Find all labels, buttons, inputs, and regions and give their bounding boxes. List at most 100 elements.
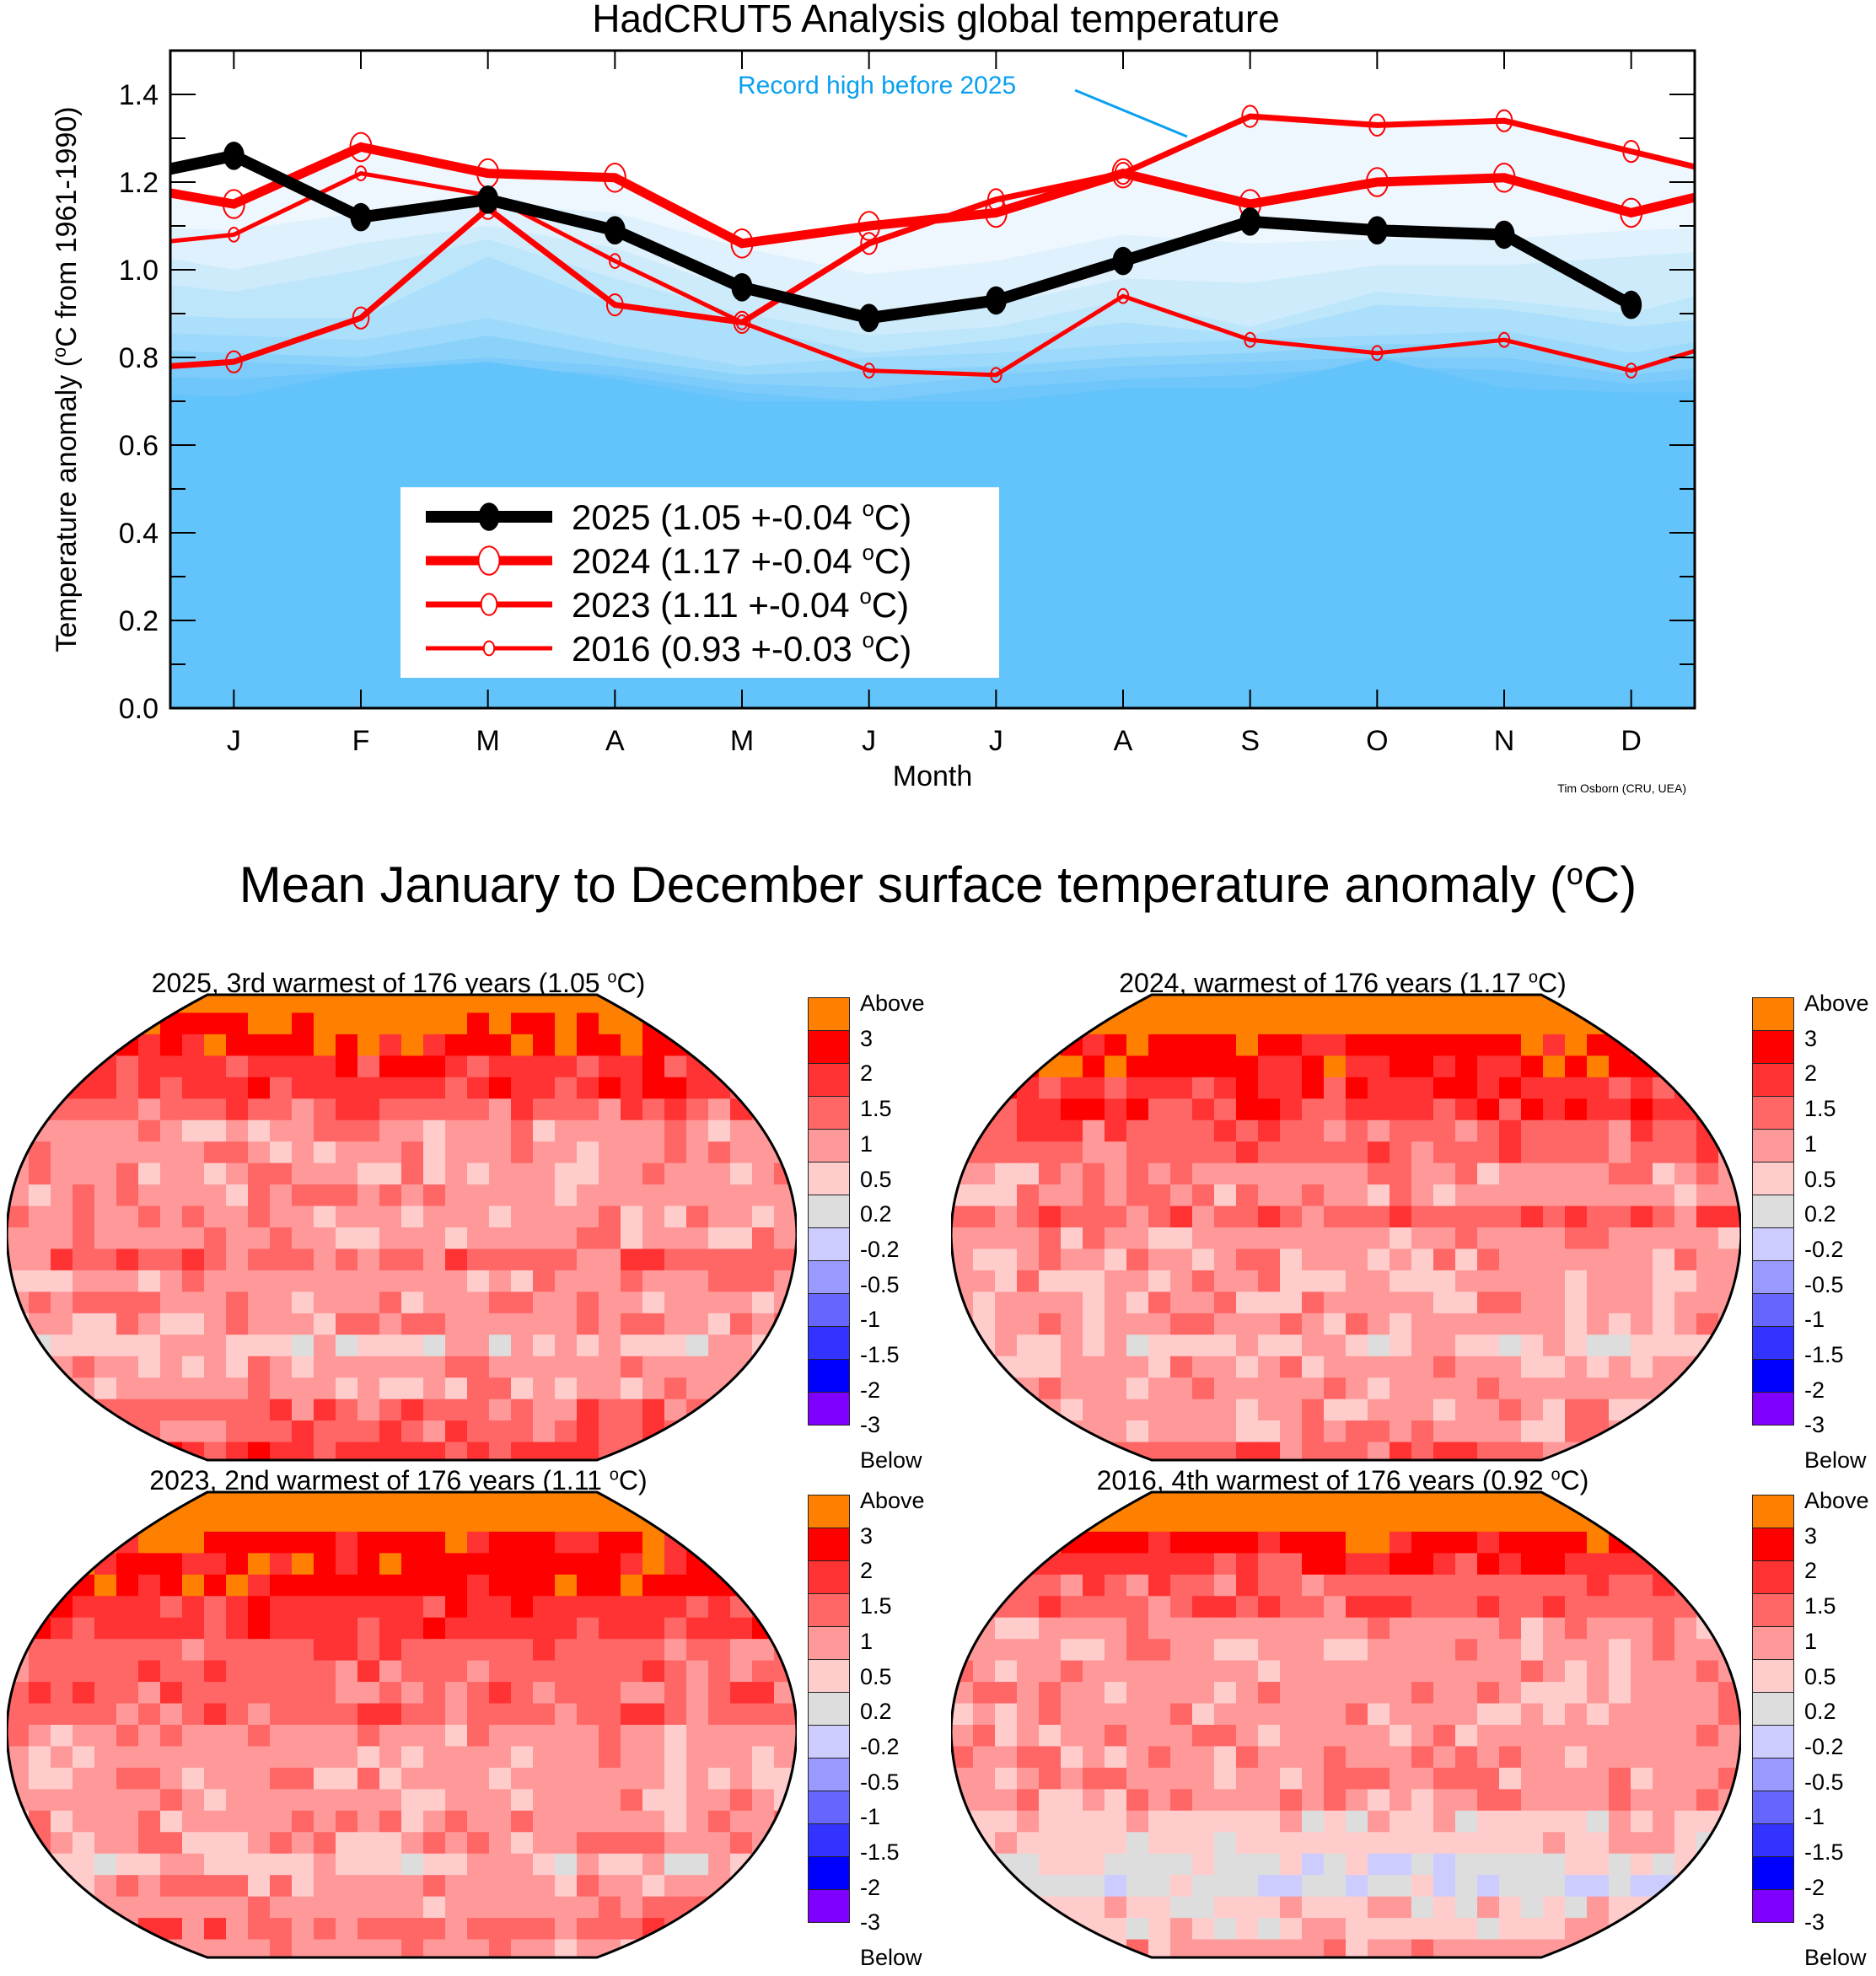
map-grid-cell — [29, 1184, 51, 1207]
map-grid-cell — [1587, 1789, 1610, 1812]
map-grid-cell — [1280, 1810, 1303, 1833]
map-grid-cell — [1346, 1531, 1368, 1554]
map-grid-cell — [951, 1918, 974, 1941]
map-grid-cell — [796, 1291, 797, 1314]
colorbar-label: -1.5 — [860, 1839, 900, 1866]
map-grid-cell — [511, 1034, 534, 1056]
map-grid-cell — [226, 1141, 249, 1164]
map-grid-cell — [1126, 1227, 1149, 1249]
map-grid-cell — [1302, 1399, 1325, 1421]
map-grid-cell — [1017, 1356, 1040, 1378]
map-grid-cell — [1433, 1531, 1456, 1554]
map-grid-cell — [1477, 1725, 1500, 1747]
map-grid-cell — [445, 1313, 468, 1335]
map-grid-cell — [1674, 1896, 1697, 1919]
map-grid-cell — [1653, 1163, 1675, 1185]
map-grid-cell — [511, 1270, 534, 1292]
map-grid-cell — [1280, 1746, 1303, 1769]
map-grid-cell — [1455, 1660, 1478, 1683]
map-grid-cell — [1499, 1248, 1522, 1271]
map-grid-cell — [796, 1767, 797, 1790]
map-grid-cell — [270, 1682, 293, 1705]
map-grid-cell — [401, 1703, 424, 1726]
map-grid-cell — [1740, 1442, 1741, 1460]
map-grid-cell — [1455, 1399, 1478, 1421]
x-tick-label: J — [227, 725, 241, 757]
map-grid-cell — [1017, 1227, 1040, 1249]
map-grid-cell — [1236, 1596, 1259, 1619]
map-grid-cell — [1170, 1789, 1193, 1812]
map-grid-cell — [1411, 1574, 1434, 1597]
y-tick-label: 0.6 — [119, 430, 159, 462]
map-grid-cell — [1280, 1725, 1303, 1747]
map-grid-cell — [467, 1617, 490, 1640]
map-grid-cell — [1653, 1313, 1675, 1335]
map-grid-cell — [116, 1141, 139, 1164]
map-grid-cell — [1696, 1077, 1719, 1099]
map-grid-cell — [116, 1853, 139, 1876]
map-grid-cell — [1105, 1853, 1127, 1876]
map-grid-cell — [314, 1617, 336, 1640]
map-grid-cell — [116, 1205, 139, 1228]
x-tick-label: N — [1494, 725, 1515, 757]
map-grid-cell — [1609, 1810, 1631, 1833]
map-grid-cell — [292, 1939, 314, 1957]
map-grid-cell — [1521, 1617, 1544, 1640]
map-grid-cell — [204, 1725, 227, 1747]
map-grid-cell — [51, 1055, 73, 1078]
map-grid-cell — [1390, 1334, 1412, 1357]
map-grid-cell — [1390, 1098, 1412, 1121]
map-grid-cell — [204, 995, 227, 1013]
map-grid-cell — [642, 1767, 665, 1790]
map-grid-cell — [642, 1660, 665, 1683]
map-grid-cell — [138, 1492, 161, 1511]
map-grid-cell — [467, 1248, 490, 1271]
map-grid-cell — [270, 1703, 293, 1726]
map-grid-cell — [467, 1377, 490, 1400]
map-grid-cell — [621, 1746, 643, 1769]
map-grid-cell — [292, 1291, 314, 1314]
map-grid-cell — [1499, 1639, 1522, 1662]
map-grid-cell — [182, 1420, 205, 1443]
map-grid-cell — [1214, 1377, 1237, 1400]
map-grid-cell — [1105, 1227, 1127, 1249]
colorbar — [1752, 1495, 1794, 1923]
map-grid-cell — [1236, 1918, 1259, 1941]
y-tick-label: 0.2 — [119, 605, 159, 637]
map-grid-cell — [1565, 1270, 1588, 1292]
map-grid-cell — [160, 1682, 183, 1705]
map-grid-cell — [489, 1313, 512, 1335]
map-grid-cell — [686, 1227, 709, 1249]
map-subtitle: 2024, warmest of 176 years (1.17 oC) — [1119, 968, 1567, 998]
map-grid-cell — [1236, 1270, 1259, 1292]
map-grid-cell — [1368, 1399, 1390, 1421]
map-grid-cell — [423, 1034, 446, 1056]
map-grid-cell — [1192, 1120, 1215, 1142]
map-grid-cell — [1543, 1639, 1566, 1662]
map-grid-cell — [1170, 1141, 1193, 1164]
data-point-2025-10 — [1366, 216, 1388, 245]
map-grid-cell — [226, 1098, 249, 1121]
map-grid-cell — [1039, 1141, 1062, 1164]
map-grid-cell — [1346, 1574, 1368, 1597]
map-grid-cell — [1017, 1703, 1040, 1726]
map-grid-cell — [708, 1227, 731, 1249]
map-grid-cell — [774, 1918, 797, 1941]
map-grid-cell — [94, 1492, 117, 1511]
map-grid-cell — [1631, 1377, 1653, 1400]
map-grid-cell — [1170, 1334, 1193, 1357]
map-grid-cell — [1258, 1012, 1281, 1035]
map-grid-cell — [1433, 1227, 1456, 1249]
map-grid-cell — [1631, 1492, 1653, 1511]
map-grid-cell — [1455, 1055, 1478, 1078]
colorbar-label: 1 — [860, 1628, 873, 1654]
map-grid-cell — [1653, 1184, 1675, 1207]
map-grid-cell — [555, 1205, 578, 1228]
map-grid-cell — [1653, 1141, 1675, 1164]
map-grid-cell — [489, 1639, 512, 1662]
data-point-2016-11 — [1497, 331, 1511, 348]
map-grid-cell — [1105, 1574, 1127, 1597]
map-grid-cell — [94, 1141, 117, 1164]
map-grid-cell — [973, 1184, 996, 1207]
map-grid-cell — [1258, 1377, 1281, 1400]
